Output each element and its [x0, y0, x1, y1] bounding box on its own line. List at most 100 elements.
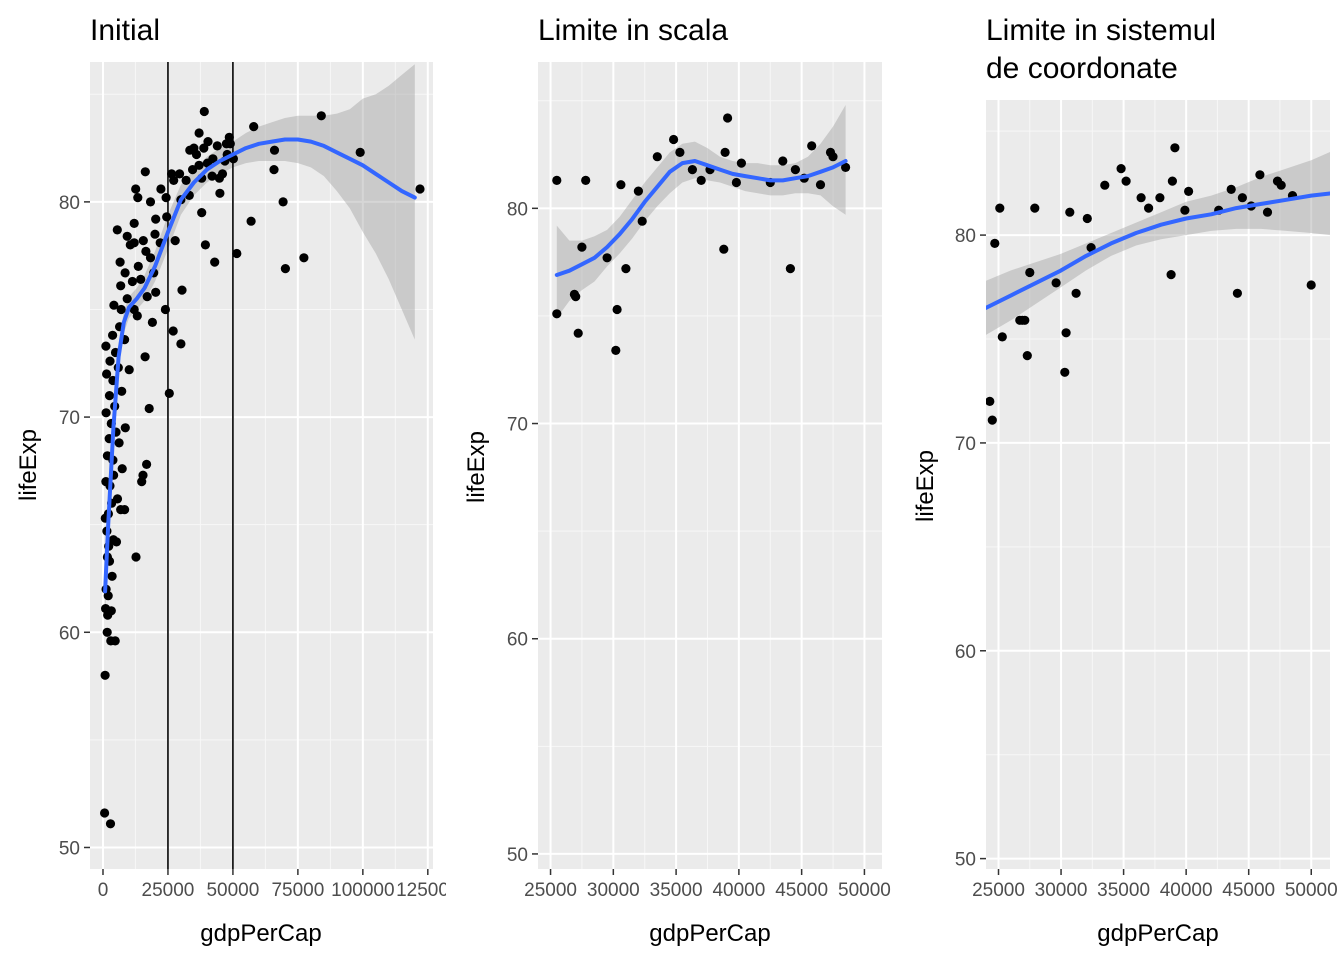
data-point: [167, 169, 177, 179]
y-tick-label: 50: [955, 850, 976, 871]
data-point: [269, 145, 280, 155]
data-point: [101, 477, 111, 487]
x-tick-label: 25000: [524, 880, 577, 901]
data-point: [105, 819, 116, 829]
data-point: [1025, 267, 1035, 278]
y-tick-label: 60: [955, 642, 976, 663]
x-tick-label: 75000: [271, 880, 324, 901]
data-point: [117, 464, 127, 474]
x-tick-label: 45000: [775, 880, 828, 901]
y-axis-ticks: 50 60 70 80: [507, 199, 538, 866]
data-point: [164, 388, 174, 398]
data-point: [162, 212, 172, 222]
data-point: [137, 477, 147, 487]
data-point: [1232, 288, 1242, 298]
x-tick-label: 0: [98, 880, 109, 901]
x-tick-label: 30000: [587, 880, 640, 901]
panel-title: Limite in scala: [538, 14, 728, 47]
data-point: [142, 292, 152, 302]
data-point: [140, 167, 150, 177]
data-point: [1166, 270, 1176, 280]
data-point: [1071, 288, 1081, 298]
data-point: [415, 184, 425, 194]
panel-initial: Initial 50 60 70 80 0 25000 50000 75000 100000 1…: [15, 14, 459, 947]
data-point: [1065, 207, 1075, 217]
data-point: [828, 152, 838, 162]
data-point: [552, 175, 562, 185]
data-point: [1136, 193, 1146, 203]
x-axis-label: gdpPerCap: [649, 920, 770, 947]
data-point: [316, 111, 326, 121]
data-point: [785, 264, 796, 274]
data-points: [986, 143, 1316, 425]
data-point: [986, 396, 995, 406]
data-point: [577, 242, 587, 252]
data-point: [720, 147, 730, 157]
data-point: [1051, 278, 1061, 288]
data-point: [1306, 280, 1316, 290]
data-point: [112, 494, 123, 504]
plot-area: [538, 62, 882, 869]
data-point: [652, 152, 662, 162]
panel-limite-in-scala: Limite in scala 50 60 70 80 25000 30000 35000…: [463, 14, 891, 947]
y-tick-label: 50: [59, 838, 80, 859]
data-point: [1180, 205, 1190, 215]
data-point: [133, 261, 143, 271]
data-point: [117, 386, 127, 396]
data-point: [138, 236, 148, 246]
data-point: [185, 145, 195, 155]
data-point: [278, 197, 288, 207]
data-point: [104, 391, 115, 401]
data-point: [147, 317, 157, 327]
data-point: [199, 143, 209, 153]
data-point: [175, 169, 185, 179]
x-tick-label: 25000: [972, 880, 1025, 901]
smooth-line: [986, 191, 1330, 310]
data-point: [611, 345, 621, 355]
x-axis-label: gdpPerCap: [1097, 920, 1218, 947]
x-tick-label: 50000: [838, 880, 891, 901]
data-point: [150, 229, 160, 239]
data-point: [815, 180, 826, 190]
data-point: [1255, 170, 1265, 180]
data-point: [249, 122, 259, 132]
data-point: [1086, 243, 1096, 253]
data-point: [131, 184, 141, 194]
y-tick-label: 70: [955, 434, 976, 455]
x-tick-label: 125000: [396, 880, 459, 901]
data-point: [199, 106, 209, 117]
panel-title-line-1: Limite in sistemul: [986, 14, 1216, 47]
y-axis-label: lifeExp: [912, 450, 939, 522]
data-point: [1226, 184, 1236, 194]
data-point: [116, 281, 126, 291]
data-point: [133, 193, 143, 203]
data-point: [1262, 207, 1273, 217]
data-point: [181, 175, 191, 185]
x-tick-label: 35000: [650, 880, 703, 901]
y-axis-label: lifeExp: [463, 431, 490, 503]
data-point: [571, 292, 581, 302]
data-point: [111, 537, 122, 547]
x-axis-ticks: 25000 30000 35000 40000 45000 50000: [972, 869, 1338, 901]
data-point: [997, 332, 1007, 342]
data-point: [1237, 193, 1247, 203]
x-tick-label: 50000: [206, 880, 259, 901]
data-point: [696, 175, 706, 185]
data-point: [200, 240, 210, 250]
panel-title-line-2: de coordonate: [986, 52, 1178, 85]
data-point: [129, 218, 139, 228]
data-point: [145, 253, 156, 263]
data-point: [208, 154, 218, 164]
y-axis-ticks: 50 60 70 80: [59, 193, 90, 859]
panel-limite-in-sistemul-de-coordonate: Limite in sistemul de coordonate 50 60 70 8…: [912, 14, 1338, 947]
data-point: [194, 160, 204, 170]
data-point: [105, 356, 115, 366]
data-point: [141, 246, 151, 256]
data-point: [215, 188, 225, 198]
confidence-band-area: [556, 105, 846, 319]
y-tick-label: 60: [507, 630, 528, 651]
y-tick-label: 80: [507, 199, 528, 220]
data-point: [790, 165, 801, 175]
x-axis-ticks: 25000 30000 35000 40000 45000 50000: [524, 869, 891, 901]
data-point: [176, 339, 186, 349]
